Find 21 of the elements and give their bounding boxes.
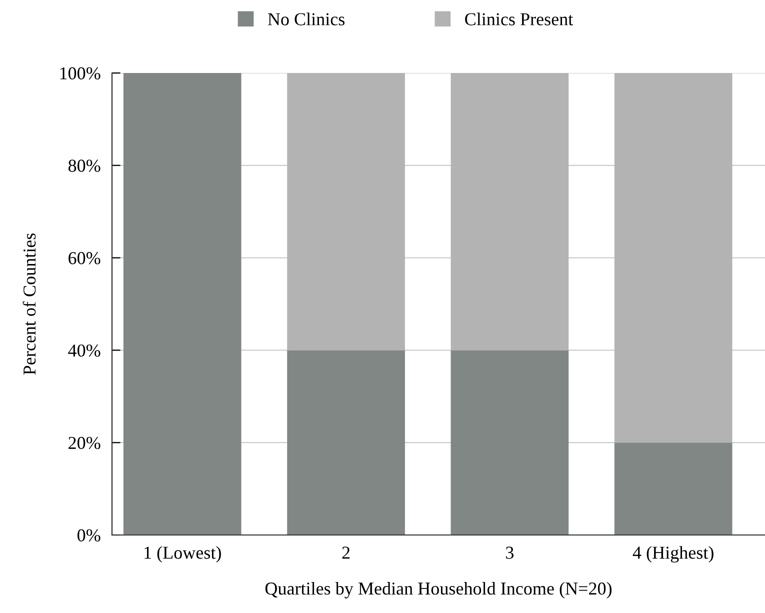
x-tick-label: 2	[342, 546, 350, 559]
x-tick-label: 4 (Highest)	[632, 546, 714, 563]
x-tick-label: 3	[506, 546, 514, 559]
bar	[614, 442, 732, 535]
bar	[287, 73, 405, 350]
y-tick-label: 40%	[68, 344, 100, 357]
x-axis-title: Quartiles by Median Household Income (N=20)	[265, 582, 612, 598]
y-tick-label: 20%	[68, 436, 100, 450]
legend-label: Clinics Present	[465, 12, 574, 26]
bar	[450, 350, 569, 535]
y-tick-label: 80%	[68, 160, 100, 172]
y-axis-title: Percent of Counties	[22, 233, 36, 375]
bar	[450, 73, 569, 350]
bar	[123, 73, 242, 535]
bar	[287, 350, 405, 535]
bar	[614, 73, 732, 443]
y-tick-label: 100%	[60, 67, 100, 80]
y-tick-label: 60%	[68, 252, 100, 264]
x-tick-label: 1 (Lowest)	[144, 546, 221, 562]
legend-label: No Clinics	[268, 12, 345, 26]
y-tick-label: 0%	[78, 529, 100, 542]
